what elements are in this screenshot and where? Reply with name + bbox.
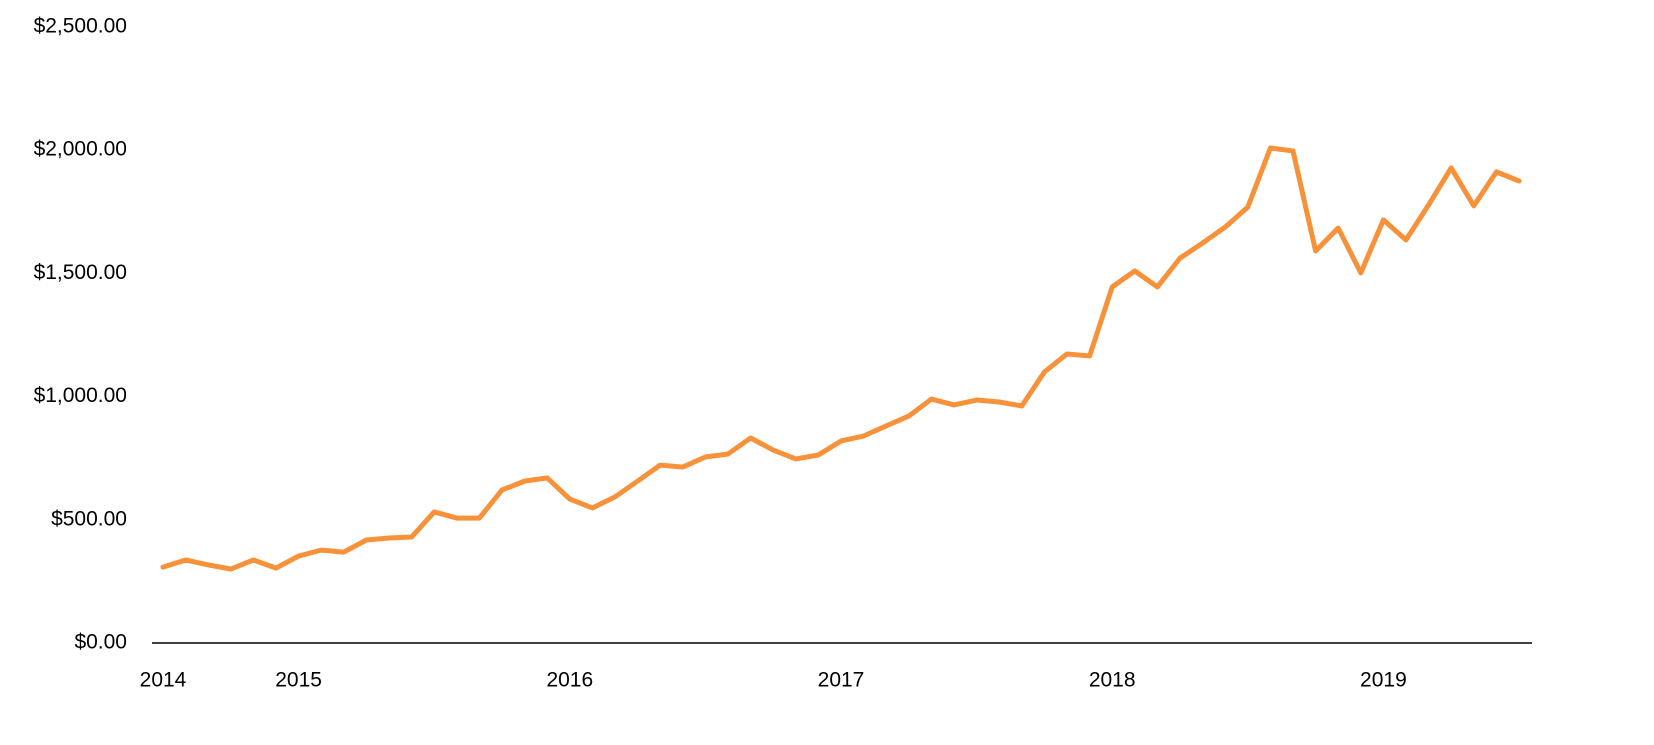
x-tick-label: 2014 [140, 669, 187, 692]
y-tick-label: $2,500.00 [34, 15, 127, 38]
y-tick-label: $500.00 [51, 507, 127, 530]
y-tick-label: $1,000.00 [34, 384, 127, 407]
x-tick-label: 2016 [546, 669, 593, 692]
x-tick-label: 2019 [1360, 669, 1407, 692]
x-tick-label: 2015 [275, 669, 322, 692]
y-tick-label: $0.00 [74, 631, 127, 654]
y-tick-label: $1,500.00 [34, 261, 127, 284]
y-tick-label: $2,000.00 [34, 138, 127, 161]
line-series [160, 145, 1522, 572]
x-tick-label: 2018 [1089, 669, 1136, 692]
x-tick-label: 2017 [818, 669, 865, 692]
